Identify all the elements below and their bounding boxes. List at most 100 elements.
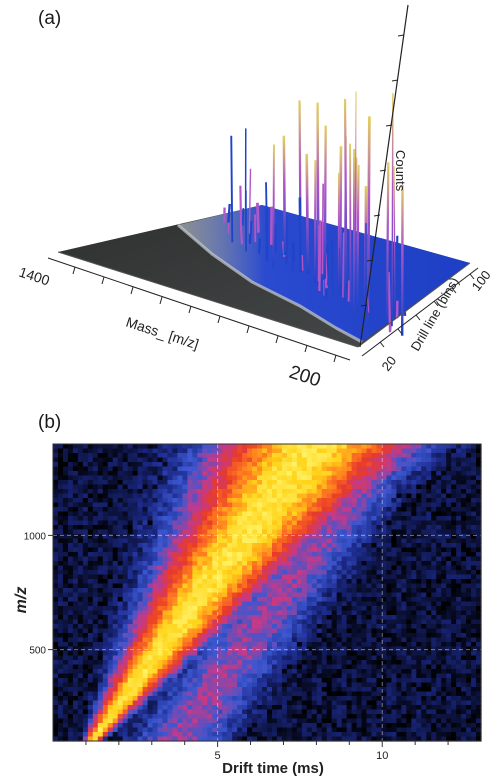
heatmap-cell <box>53 561 59 567</box>
heatmap-cell <box>227 561 233 567</box>
heatmap-cell <box>281 538 288 544</box>
heatmap-cell <box>132 498 139 504</box>
heatmap-cell <box>411 574 417 580</box>
heatmap-cell <box>197 471 203 477</box>
heatmap-cell <box>247 453 253 459</box>
heatmap-cell <box>267 511 273 517</box>
heatmap-cell <box>62 502 69 508</box>
heatmap-cell <box>107 475 114 481</box>
heatmap-cell <box>77 669 84 675</box>
heatmap-cell <box>456 444 462 450</box>
heatmap-cell <box>122 592 129 598</box>
heatmap-cell <box>456 579 462 585</box>
heatmap-cell <box>416 525 422 531</box>
heatmap-cell <box>316 529 323 535</box>
heatmap-cell <box>147 511 154 517</box>
heatmap-cell <box>87 489 94 495</box>
heatmap-cell <box>291 565 298 571</box>
heatmap-cell <box>281 673 288 679</box>
heatmap-cell <box>346 507 353 513</box>
heatmap-cell <box>336 444 343 450</box>
heatmap-cell <box>376 651 383 657</box>
heatmap-cell <box>466 579 472 585</box>
heatmap-cell <box>167 660 174 666</box>
heatmap-cell <box>361 525 368 531</box>
heatmap-cell <box>147 682 154 688</box>
heatmap-cell <box>351 489 358 495</box>
heatmap-cell <box>187 579 193 585</box>
heatmap-cell <box>142 646 149 652</box>
heatmap-cell <box>451 669 457 675</box>
heatmap-cell <box>316 597 323 603</box>
heatmap-cell <box>177 682 183 688</box>
heatmap-cell <box>286 507 293 513</box>
heatmap-cell <box>117 673 124 679</box>
heatmap-cell <box>281 502 288 508</box>
heatmap-cell <box>67 457 74 463</box>
heatmap-cell <box>361 606 368 612</box>
heatmap-cell <box>401 651 407 657</box>
heatmap-cell <box>281 529 288 535</box>
heatmap-cell <box>441 579 447 585</box>
heatmap-cell <box>311 664 318 670</box>
heatmap-cell <box>341 601 348 607</box>
heatmap-cell <box>426 507 432 513</box>
heatmap-cell <box>192 579 198 585</box>
heatmap-cell <box>451 592 457 598</box>
heatmap-cell <box>257 502 263 508</box>
heatmap-cell <box>401 498 407 504</box>
heatmap-cell <box>137 664 144 670</box>
heatmap-cell <box>466 475 472 481</box>
heatmap-cell <box>391 529 397 535</box>
heatmap-cell <box>451 588 457 594</box>
heatmap-cell <box>471 525 477 531</box>
heatmap-cell <box>471 547 477 553</box>
heatmap-cell <box>192 471 198 477</box>
heatmap-cell <box>182 682 188 688</box>
heatmap-cell <box>132 511 139 517</box>
heatmap-cell <box>57 561 64 567</box>
heatmap-cell <box>257 448 263 454</box>
heatmap-cell <box>102 493 109 499</box>
heatmap-cell <box>212 561 218 567</box>
heatmap-cell <box>132 606 139 612</box>
heatmap-cell <box>471 453 477 459</box>
heatmap-cell <box>67 453 74 459</box>
heatmap-cell <box>167 637 174 643</box>
heatmap-cell <box>72 673 79 679</box>
heatmap-cell <box>72 624 79 630</box>
heatmap-cell <box>466 651 472 657</box>
heatmap-cell <box>401 489 407 495</box>
heatmap-cell <box>197 583 203 589</box>
heatmap-cell <box>207 579 213 585</box>
heatmap-cell <box>446 493 452 499</box>
heatmap-cell <box>396 592 402 598</box>
heatmap-cell <box>132 601 139 607</box>
heatmap-cell <box>257 466 263 472</box>
heatmap-cell <box>162 624 169 630</box>
heatmap-cell <box>336 592 343 598</box>
heatmap-cell <box>291 651 298 657</box>
heatmap-cell <box>466 471 472 477</box>
heatmap-cell <box>62 664 69 670</box>
heatmap-cell <box>197 561 203 567</box>
heatmap-cell <box>182 502 188 508</box>
heatmap-cell <box>311 556 318 562</box>
heatmap-cell <box>212 529 218 535</box>
heatmap-cell <box>471 543 477 549</box>
heatmap-cell <box>271 651 278 657</box>
heatmap-cell <box>72 588 79 594</box>
heatmap-cell <box>152 682 159 688</box>
heatmap-cell <box>311 579 318 585</box>
heatmap-cell <box>157 444 164 450</box>
heatmap-cell <box>222 493 228 499</box>
heatmap-cell <box>87 529 94 535</box>
heatmap-cell <box>162 696 169 702</box>
heatmap-cell <box>436 570 442 576</box>
heatmap-cell <box>276 624 283 630</box>
heatmap-cell <box>167 664 174 670</box>
heatmap-cell <box>346 678 353 684</box>
heatmap-cell <box>361 687 368 693</box>
heatmap-cell <box>232 592 238 598</box>
heatmap-cell <box>172 502 179 508</box>
